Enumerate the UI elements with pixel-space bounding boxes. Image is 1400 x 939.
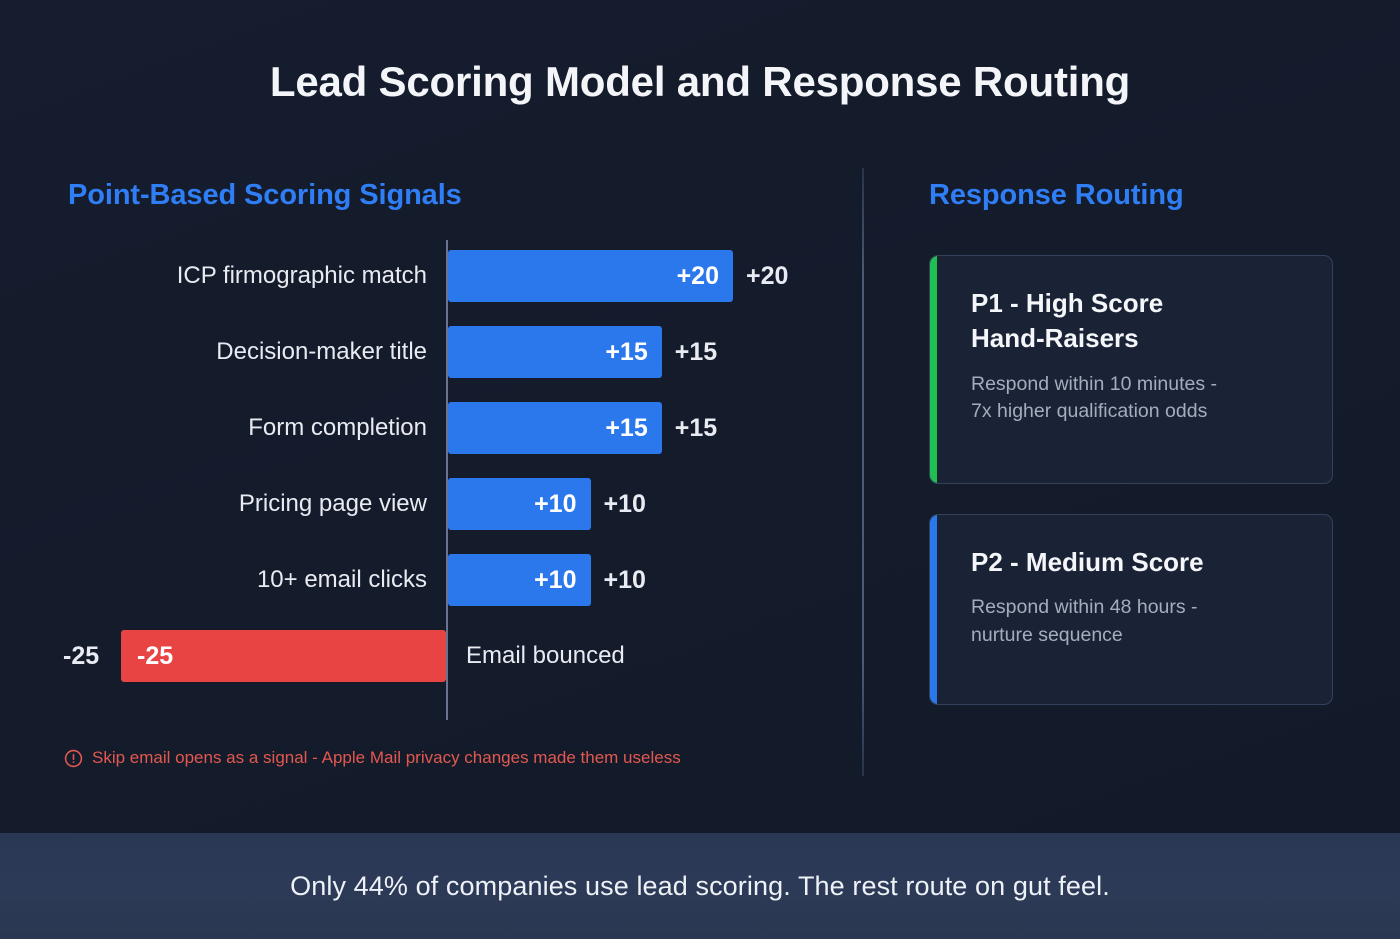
scoring-warning-text: Skip email opens as a signal - Apple Mai… — [92, 748, 681, 767]
scoring-signals-bar-chart: ICP firmographic match +20 +20 Decision-mak… — [0, 240, 862, 720]
routing-card-p2-accent — [930, 515, 937, 704]
bar: +20 — [448, 250, 733, 302]
bar-inner-value: +10 — [534, 490, 577, 518]
left-panel-heading: Point-Based Scoring Signals — [68, 179, 462, 211]
bar-inner-value: +15 — [605, 414, 648, 442]
bar-category-label: Email bounced — [466, 642, 625, 669]
page-title: Lead Scoring Model and Response Routing — [269, 58, 1131, 105]
bar-category-label: 10+ email clicks — [256, 566, 427, 593]
routing-card-p2-description: Respond within 48 hours - nurture sequen… — [971, 596, 1198, 647]
bar-row: -25 Email bounced -25 — [0, 630, 862, 682]
bar-outer-value: +20 — [746, 262, 789, 290]
scoring-warning-note: Skip email opens as a signal - Apple Mai… — [64, 748, 681, 768]
routing-card-p1[interactable]: P1 - High Score Hand-Raisers Respond wit… — [929, 255, 1333, 484]
bar-inner-value: +20 — [676, 262, 719, 290]
bar-inner-value: +15 — [605, 338, 648, 366]
bar-row: Form completion +15 +15 — [0, 402, 862, 454]
bar: +10 — [448, 478, 591, 530]
routing-card-p2[interactable]: P2 - Medium Score Respond within 48 hour… — [929, 514, 1333, 705]
bar-row: Pricing page view +10 +10 — [0, 478, 862, 530]
bar: +15 — [448, 402, 662, 454]
footer-band: Only 44% of companies use lead scoring. … — [0, 833, 1400, 939]
bar: -25 — [121, 630, 446, 682]
alert-circle-icon — [64, 749, 83, 768]
bar-category-label: ICP firmographic match — [176, 262, 427, 289]
bar-row: Decision-maker title +15 +15 — [0, 326, 862, 378]
bar-outer-value: +15 — [674, 414, 718, 442]
bar-category-label: Form completion — [248, 414, 427, 441]
bar-outer-value: +10 — [603, 490, 646, 518]
bar-row: ICP firmographic match +20 +20 — [0, 250, 862, 302]
routing-card-p1-title: P1 - High Score Hand-Raisers — [971, 288, 1164, 354]
bar-inner-value: +10 — [534, 566, 577, 594]
bar: +15 — [448, 326, 662, 378]
bar-outer-value: -25 — [63, 642, 100, 670]
routing-card-p1-description: Respond within 10 minutes - 7x higher qu… — [971, 372, 1218, 423]
right-panel-heading: Response Routing — [929, 179, 1184, 211]
chart-zero-axis — [446, 240, 448, 720]
bar: +10 — [448, 554, 591, 606]
bar-outer-value: +10 — [603, 566, 646, 594]
footer-stat-text: Only 44% of companies use lead scoring. … — [290, 870, 1110, 901]
bar-row: 10+ email clicks +10 +10 — [0, 554, 862, 606]
bar-category-label: Decision-maker title — [216, 338, 427, 365]
routing-card-p1-accent — [930, 256, 937, 483]
routing-card-p2-title: P2 - Medium Score — [971, 547, 1204, 577]
bar-category-label: Pricing page view — [238, 490, 427, 517]
panel-divider — [862, 168, 864, 776]
bar-outer-value: +15 — [674, 338, 718, 366]
bar-inner-value: -25 — [137, 642, 174, 670]
